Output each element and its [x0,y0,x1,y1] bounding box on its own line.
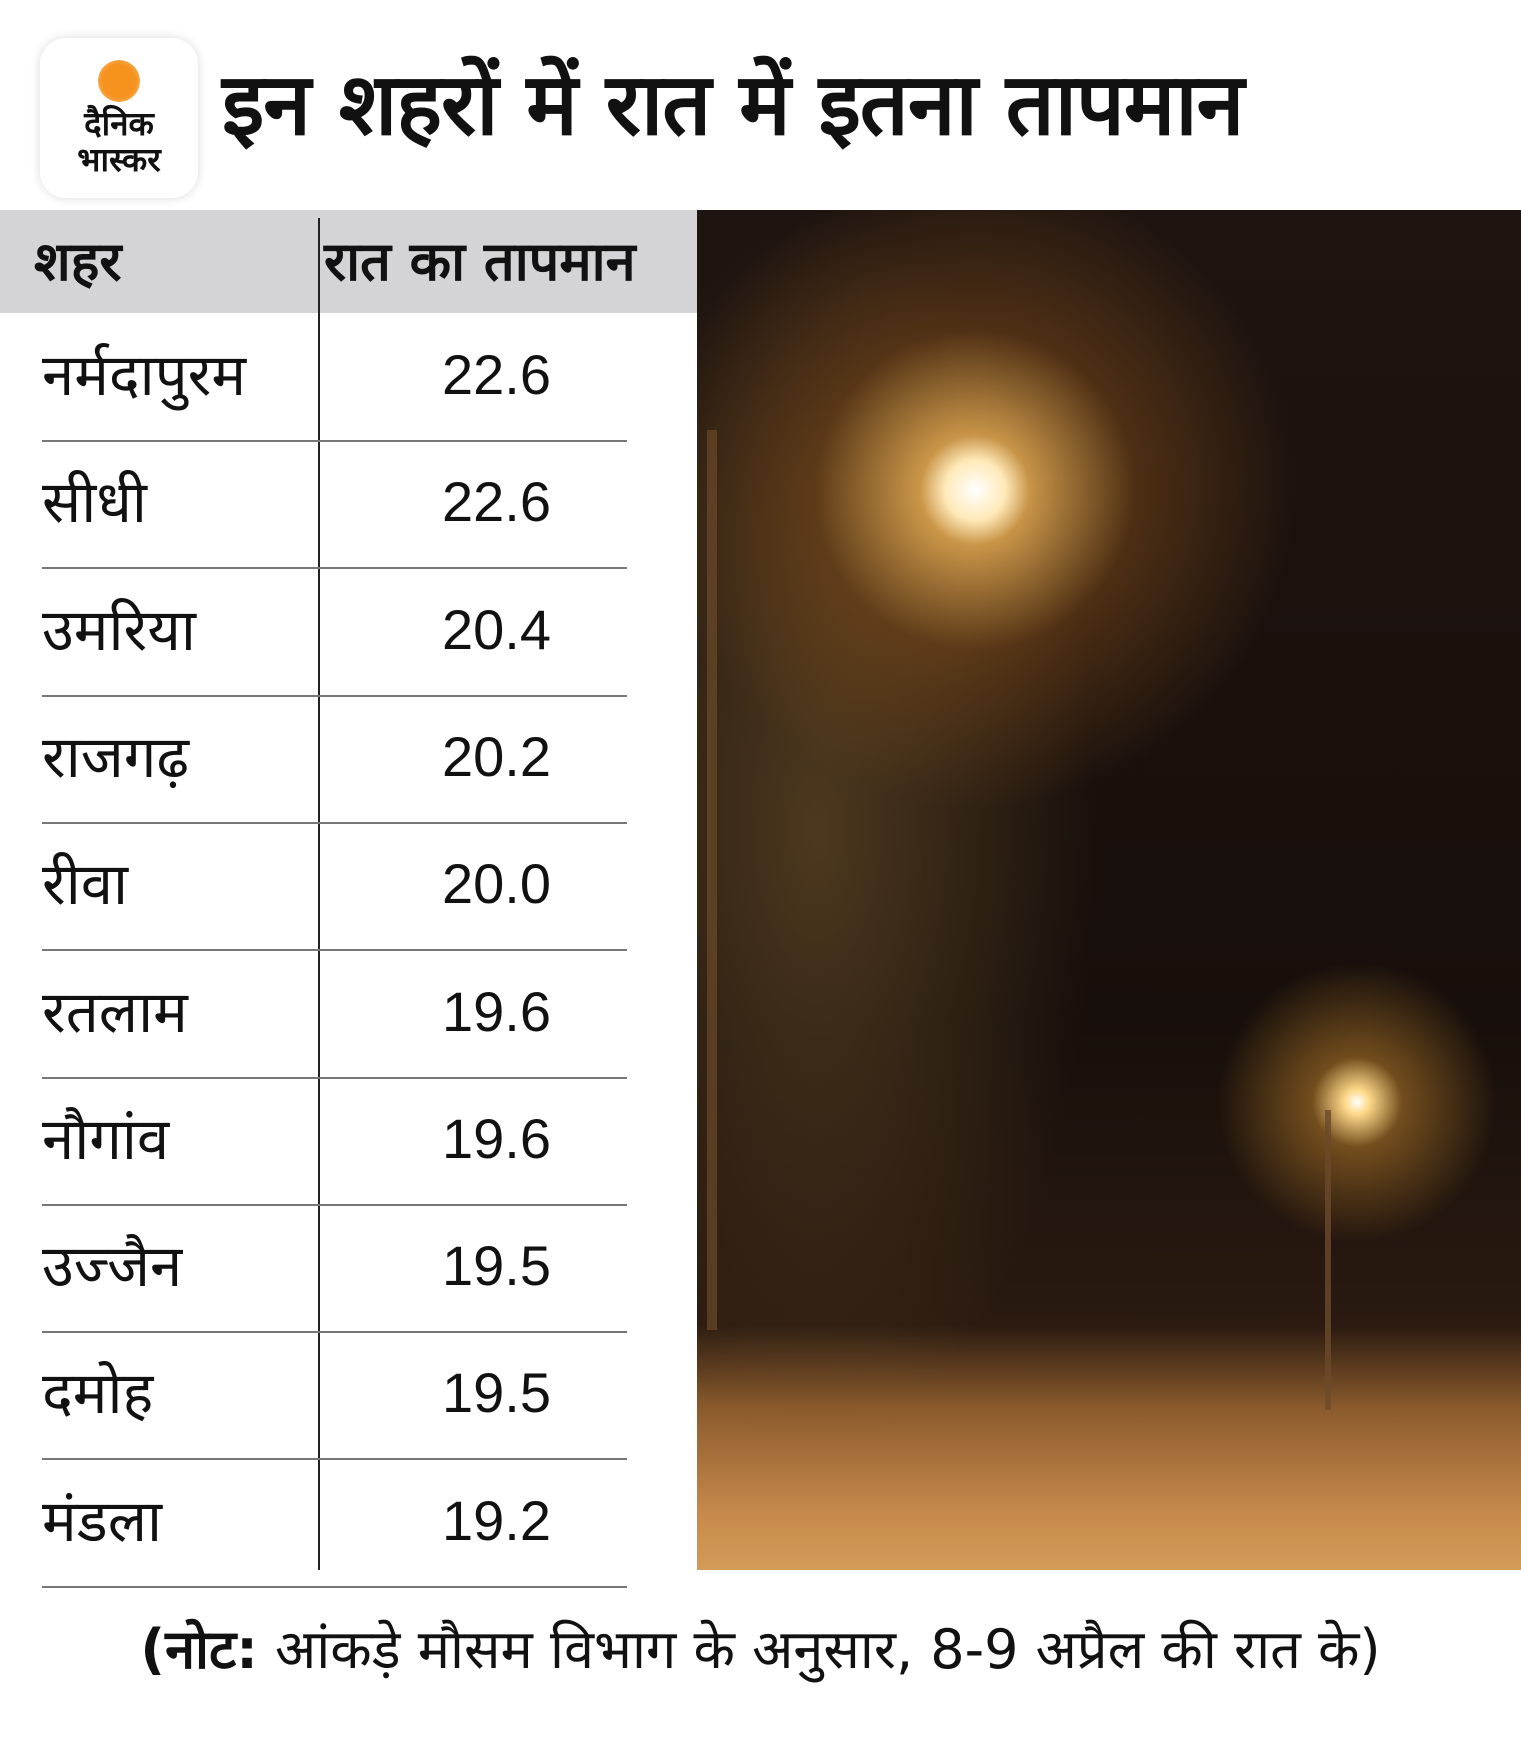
logo-text-line1: दैनिक [84,104,154,143]
logo-text-line2: भास्कर [77,140,161,179]
table-row: रतलाम 19.6 [42,950,627,1079]
night-temperature: 22.6 [442,343,551,406]
night-temperature: 20.0 [442,852,551,916]
city-name: मंडला [42,1486,163,1555]
night-temperature: 19.2 [442,1488,551,1552]
table-header: शहर रात का तापमान [0,210,697,313]
city-name: सीधी [42,468,147,537]
city-name: उमरिया [42,595,196,664]
city-name: नर्मदापुरम [42,341,247,409]
table-row: दमोह 19.5 [42,1331,627,1461]
city-name: रीवा [42,850,129,919]
night-temperature: 22.6 [442,470,551,534]
table-row: राजगढ़ 20.2 [42,695,627,824]
note-label: (नोट: [140,1618,258,1681]
city-name: राजगढ़ [42,722,190,791]
header-night-temp: रात का तापमान [324,230,636,293]
table-row: नौगांव 19.6 [42,1077,627,1206]
table-row: उज्जैन 19.5 [42,1204,627,1334]
header-city: शहर [34,230,122,293]
sun-icon [98,60,140,102]
column-divider [318,218,320,1570]
night-temperature: 20.4 [442,597,551,661]
city-name: दमोह [42,1359,154,1428]
table-row: उमरिया 20.4 [42,568,627,697]
dainik-bhaskar-logo: दैनिक भास्कर [40,38,198,198]
city-name: उज्जैन [42,1232,183,1301]
lamp-pole [1325,1110,1331,1410]
table-row: मंडला 19.2 [42,1459,627,1588]
city-name: रतलाम [42,977,188,1046]
note-text: आंकड़े मौसम विभाग के अनुसार, 8-9 अप्रैल … [257,1618,1381,1681]
page-title: इन शहरों में रात में इतना तापमान [222,55,1244,155]
table-row: सीधी 22.6 [42,440,627,570]
street-light-night-photo [697,210,1521,1570]
city-name: नौगांव [42,1104,170,1173]
night-temperature: 19.6 [442,979,551,1043]
night-temperature: 19.5 [442,1234,551,1298]
night-temperature: 19.5 [442,1361,551,1425]
table-row: रीवा 20.0 [42,822,627,952]
night-temperature: 20.2 [442,724,551,788]
table-row: नर्मदापुरम 22.6 [42,313,627,442]
footnote: (नोट: आंकड़े मौसम विभाग के अनुसार, 8-9 अ… [0,1610,1521,1690]
night-temperature: 19.6 [442,1106,551,1170]
lamp-pole [707,430,717,1330]
